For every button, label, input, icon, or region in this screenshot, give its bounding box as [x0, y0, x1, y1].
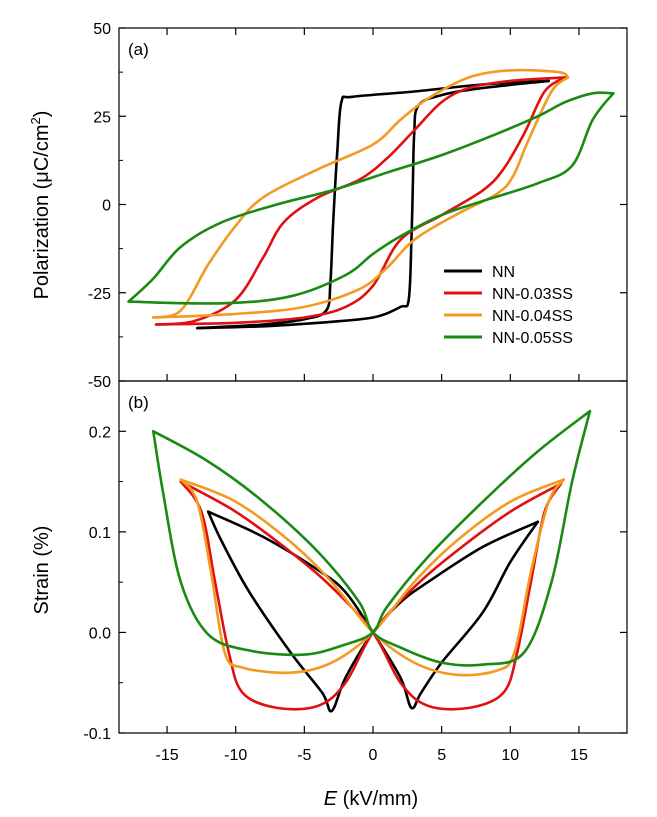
curve-a-0-0 [196, 79, 550, 330]
curve-a-0-1 [196, 79, 550, 330]
ytick-label-a-0: 50 [93, 21, 111, 38]
legend-label-2: NN-0.04SS [492, 308, 573, 325]
legend-label-0: NN [492, 264, 515, 281]
curve-b-1-0 [179, 480, 563, 711]
ytick-label-b-1: 0.1 [89, 525, 111, 542]
curve-b-3-1 [152, 409, 592, 657]
legend-label-1: NN-0.03SS [492, 286, 573, 303]
legend: NN NN-0.03SS NN-0.04SS NN-0.05SS [444, 264, 573, 347]
ytick-label-a-1: 25 [93, 109, 111, 126]
curve-a-3-1 [127, 92, 615, 305]
xtick-label-4: 5 [437, 747, 446, 764]
ytick-label-b-3: -0.1 [83, 726, 111, 743]
ylabel-polarization: Polarization (μC/cm2) [28, 111, 53, 300]
curve-b-2-0 [179, 478, 566, 677]
axis-ticks [119, 27, 627, 734]
curve-a-2-0 [152, 68, 570, 319]
curve-a-2-1 [152, 76, 570, 319]
xtick-label-5: 10 [501, 747, 519, 764]
curve-b-2-1 [179, 478, 566, 675]
curve-b-0-1 [206, 510, 540, 713]
xtick-label-0: -15 [155, 747, 178, 764]
panel-a-frame [118, 27, 628, 382]
xtick-label-3: 0 [369, 747, 378, 764]
ytick-label-b-0: 0.2 [89, 424, 111, 441]
legend-label-3: NN-0.05SS [492, 330, 573, 347]
ytick-label-a-3: -25 [88, 286, 111, 303]
curve-a-3-0 [127, 91, 615, 303]
panel-a-label: (a) [128, 40, 149, 59]
panel-b-label: (b) [128, 393, 149, 412]
xlabel: E (kV/mm) [324, 788, 418, 810]
ytick-label-a-4: -50 [88, 374, 111, 391]
curve-a-1-0 [154, 76, 567, 326]
ylabel-strain: Strain (%) [31, 526, 53, 615]
curve-b-3-0 [152, 409, 592, 667]
plot-curves [127, 68, 615, 713]
xtick-label-6: 15 [570, 747, 588, 764]
xtick-label-2: -5 [297, 747, 311, 764]
xtick-label-1: -10 [224, 747, 247, 764]
ytick-label-b-2: 0.0 [89, 625, 111, 642]
ytick-label-a-2: 0 [102, 198, 111, 215]
curve-b-1-1 [179, 480, 563, 711]
curve-b-0-0 [206, 510, 540, 710]
panel-b-frame [118, 380, 628, 734]
